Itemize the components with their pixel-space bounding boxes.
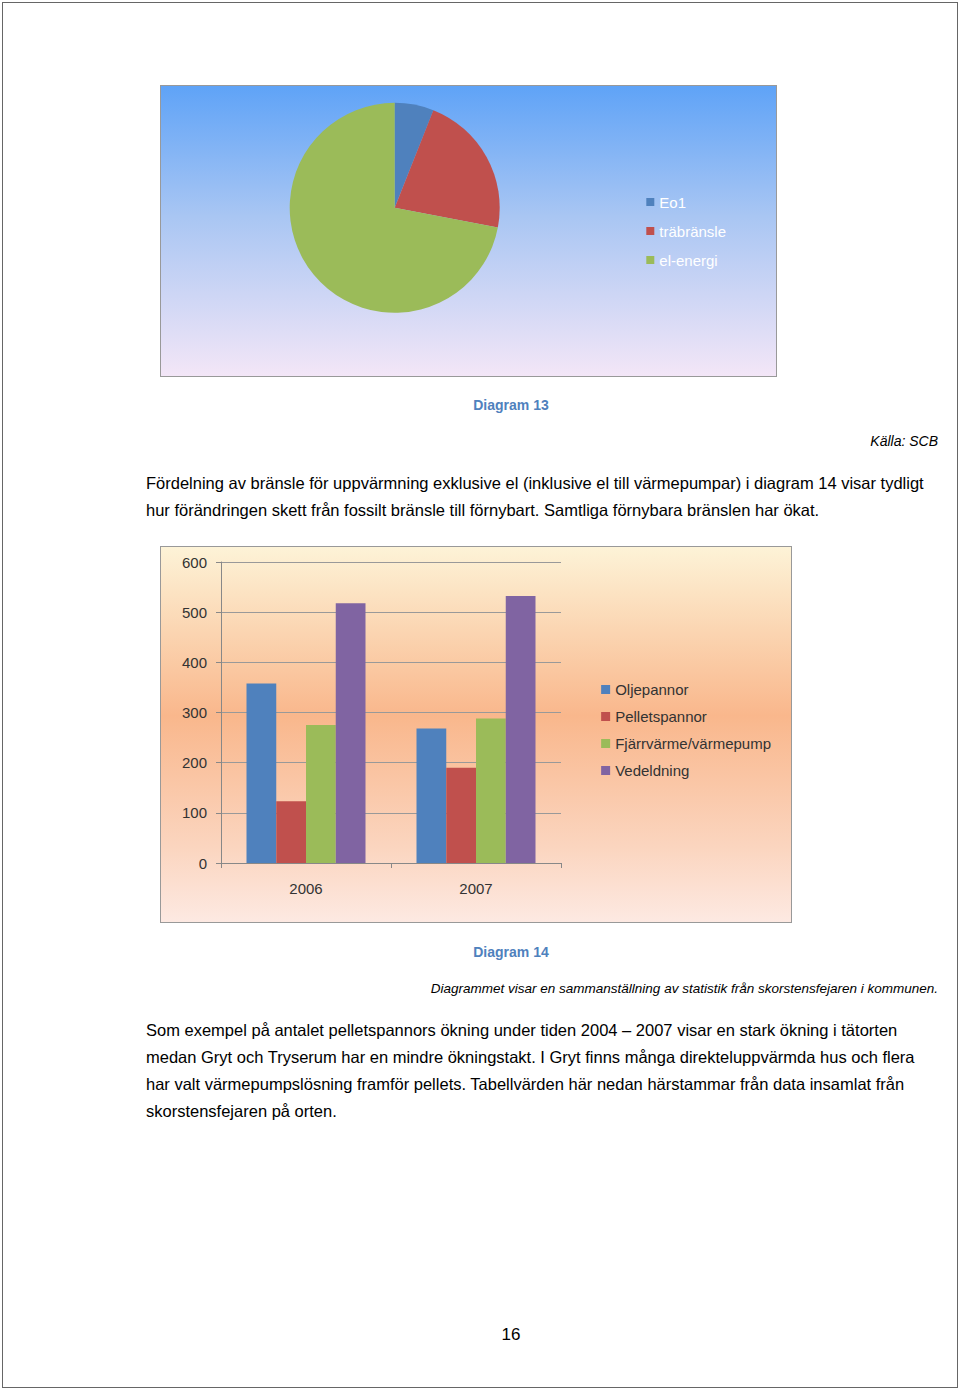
html-text:Källa: SCB: Källa: SCB [870, 433, 938, 449]
html-text:Som exempel på antalet pellets: Som exempel på antalet pelletspannors ök… [146, 1021, 915, 1120]
svg-text:0: 0 [199, 855, 207, 872]
svg-text:Eo1: Eo1 [659, 194, 686, 211]
svg-text:Vedeldning: Vedeldning [615, 762, 689, 779]
html-text:16: 16 [501, 1325, 521, 1344]
svg-text:500: 500 [182, 604, 207, 621]
html-text:Diagrammet visar en sammanstäl: Diagrammet visar en sammanställning av s… [430, 981, 938, 996]
svg-text:Pelletspannor: Pelletspannor [615, 708, 707, 725]
svg-text:200: 200 [182, 754, 207, 771]
svg-text:2006: 2006 [289, 880, 322, 897]
svg-text:träbränsle: träbränsle [659, 223, 726, 240]
svg-text:2007: 2007 [459, 880, 492, 897]
svg-text:el-energi: el-energi [659, 252, 717, 269]
svg-text:Fjärrvärme/värmepump: Fjärrvärme/värmepump [615, 735, 771, 752]
html-text:Diagram 13: Diagram 13 [473, 397, 549, 413]
svg-text:600: 600 [182, 554, 207, 571]
html-text:Fördelning av bränsle för uppv: Fördelning av bränsle för uppvärmning ex… [146, 474, 924, 519]
svg-text:Oljepannor: Oljepannor [615, 681, 688, 698]
html-text:Diagram 14: Diagram 14 [473, 944, 549, 960]
svg-text:100: 100 [182, 804, 207, 821]
svg-text:400: 400 [182, 654, 207, 671]
svg-text:300: 300 [182, 704, 207, 721]
